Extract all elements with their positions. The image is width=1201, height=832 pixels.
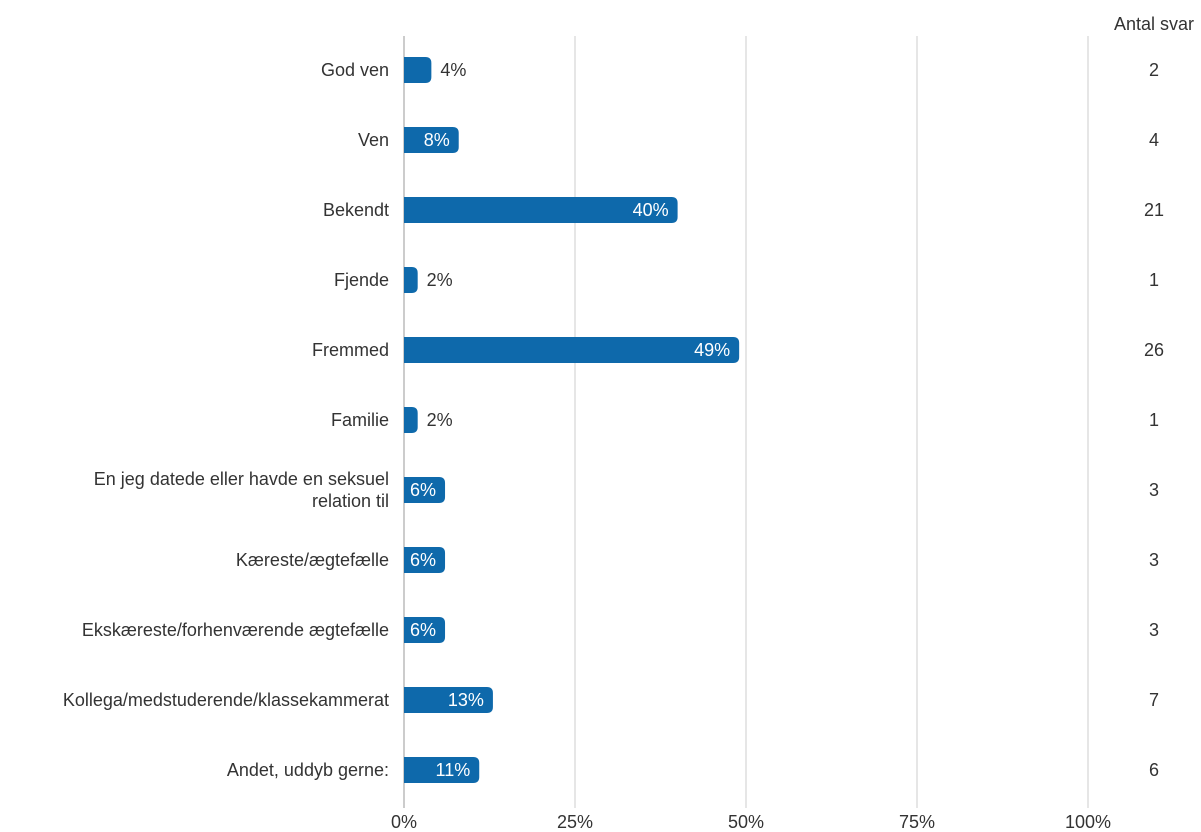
bar [404, 477, 446, 503]
bar [404, 267, 418, 293]
count-header: Antal svar [1114, 14, 1194, 34]
x-tick-label: 25% [557, 812, 593, 832]
count-value: 21 [1144, 200, 1164, 220]
x-axis-ticks: 0% 25% 50% 75% 100% [391, 812, 1111, 832]
category-label: Kollega/medstuderende/klassekammerat [63, 690, 389, 710]
category-label: Ekskæreste/forhenværende ægtefælle [82, 620, 389, 640]
bar [404, 57, 432, 83]
value-label: 40% [633, 200, 669, 220]
value-label: 6% [410, 550, 436, 570]
count-value: 6 [1149, 760, 1159, 780]
value-label: 2% [427, 410, 453, 430]
category-label: Fremmed [312, 340, 389, 360]
gridlines [403, 36, 1089, 808]
category-label-line: relation til [312, 491, 389, 511]
category-label-line: Ven [358, 130, 389, 150]
category-label: Familie [331, 410, 389, 430]
category-label: Ven [358, 130, 389, 150]
bar [404, 687, 493, 713]
category-label-line: Kæreste/ægtefælle [236, 550, 389, 570]
category-label-line: Bekendt [323, 200, 389, 220]
category-label-line: Familie [331, 410, 389, 430]
category-label-line: Fjende [334, 270, 389, 290]
bar [404, 127, 459, 153]
count-value: 1 [1149, 410, 1159, 430]
count-value: 3 [1149, 620, 1159, 640]
value-label: 2% [427, 270, 453, 290]
category-label-line: Andet, uddyb gerne: [227, 760, 389, 780]
count-value: 2 [1149, 60, 1159, 80]
count-value: 3 [1149, 550, 1159, 570]
x-tick-label: 0% [391, 812, 417, 832]
bar [404, 617, 446, 643]
bar [404, 337, 740, 363]
category-label: Fjende [334, 270, 389, 290]
x-tick-label: 50% [728, 812, 764, 832]
category-label: Bekendt [323, 200, 389, 220]
bars: 4% 8% 40% 2% 49% 2% 6% 6% 6% 13% 11% [404, 57, 740, 783]
bar [404, 407, 418, 433]
value-label: 4% [440, 60, 466, 80]
count-value: 26 [1144, 340, 1164, 360]
category-labels: God ven Ven Bekendt Fjende Fremmed Familie En … [63, 60, 389, 780]
count-value: 1 [1149, 270, 1159, 290]
category-label: En jeg datede eller havde en seksuel rela… [94, 469, 389, 511]
category-label-line: God ven [321, 60, 389, 80]
count-value: 4 [1149, 130, 1159, 150]
bar [404, 547, 446, 573]
value-label: 13% [448, 690, 484, 710]
value-label: 11% [436, 760, 471, 780]
category-label: Andet, uddyb gerne: [227, 760, 389, 780]
category-label: Kæreste/ægtefælle [236, 550, 389, 570]
value-label: 6% [410, 620, 436, 640]
category-label-line: Ekskæreste/forhenværende ægtefælle [82, 620, 389, 640]
value-label: 8% [424, 130, 450, 150]
category-label-line: Kollega/medstuderende/klassekammerat [63, 690, 389, 710]
x-tick-label: 100% [1065, 812, 1111, 832]
bar [404, 197, 678, 223]
bar [404, 757, 480, 783]
x-tick-label: 75% [899, 812, 935, 832]
category-label-line: Fremmed [312, 340, 389, 360]
category-label: God ven [321, 60, 389, 80]
count-column: Antal svar 2 4 21 1 26 1 3 3 3 7 6 [1114, 14, 1194, 780]
value-label: 49% [694, 340, 730, 360]
category-label-line: En jeg datede eller havde en seksuel [94, 469, 389, 489]
count-value: 3 [1149, 480, 1159, 500]
count-value: 7 [1149, 690, 1159, 710]
value-label: 6% [410, 480, 436, 500]
